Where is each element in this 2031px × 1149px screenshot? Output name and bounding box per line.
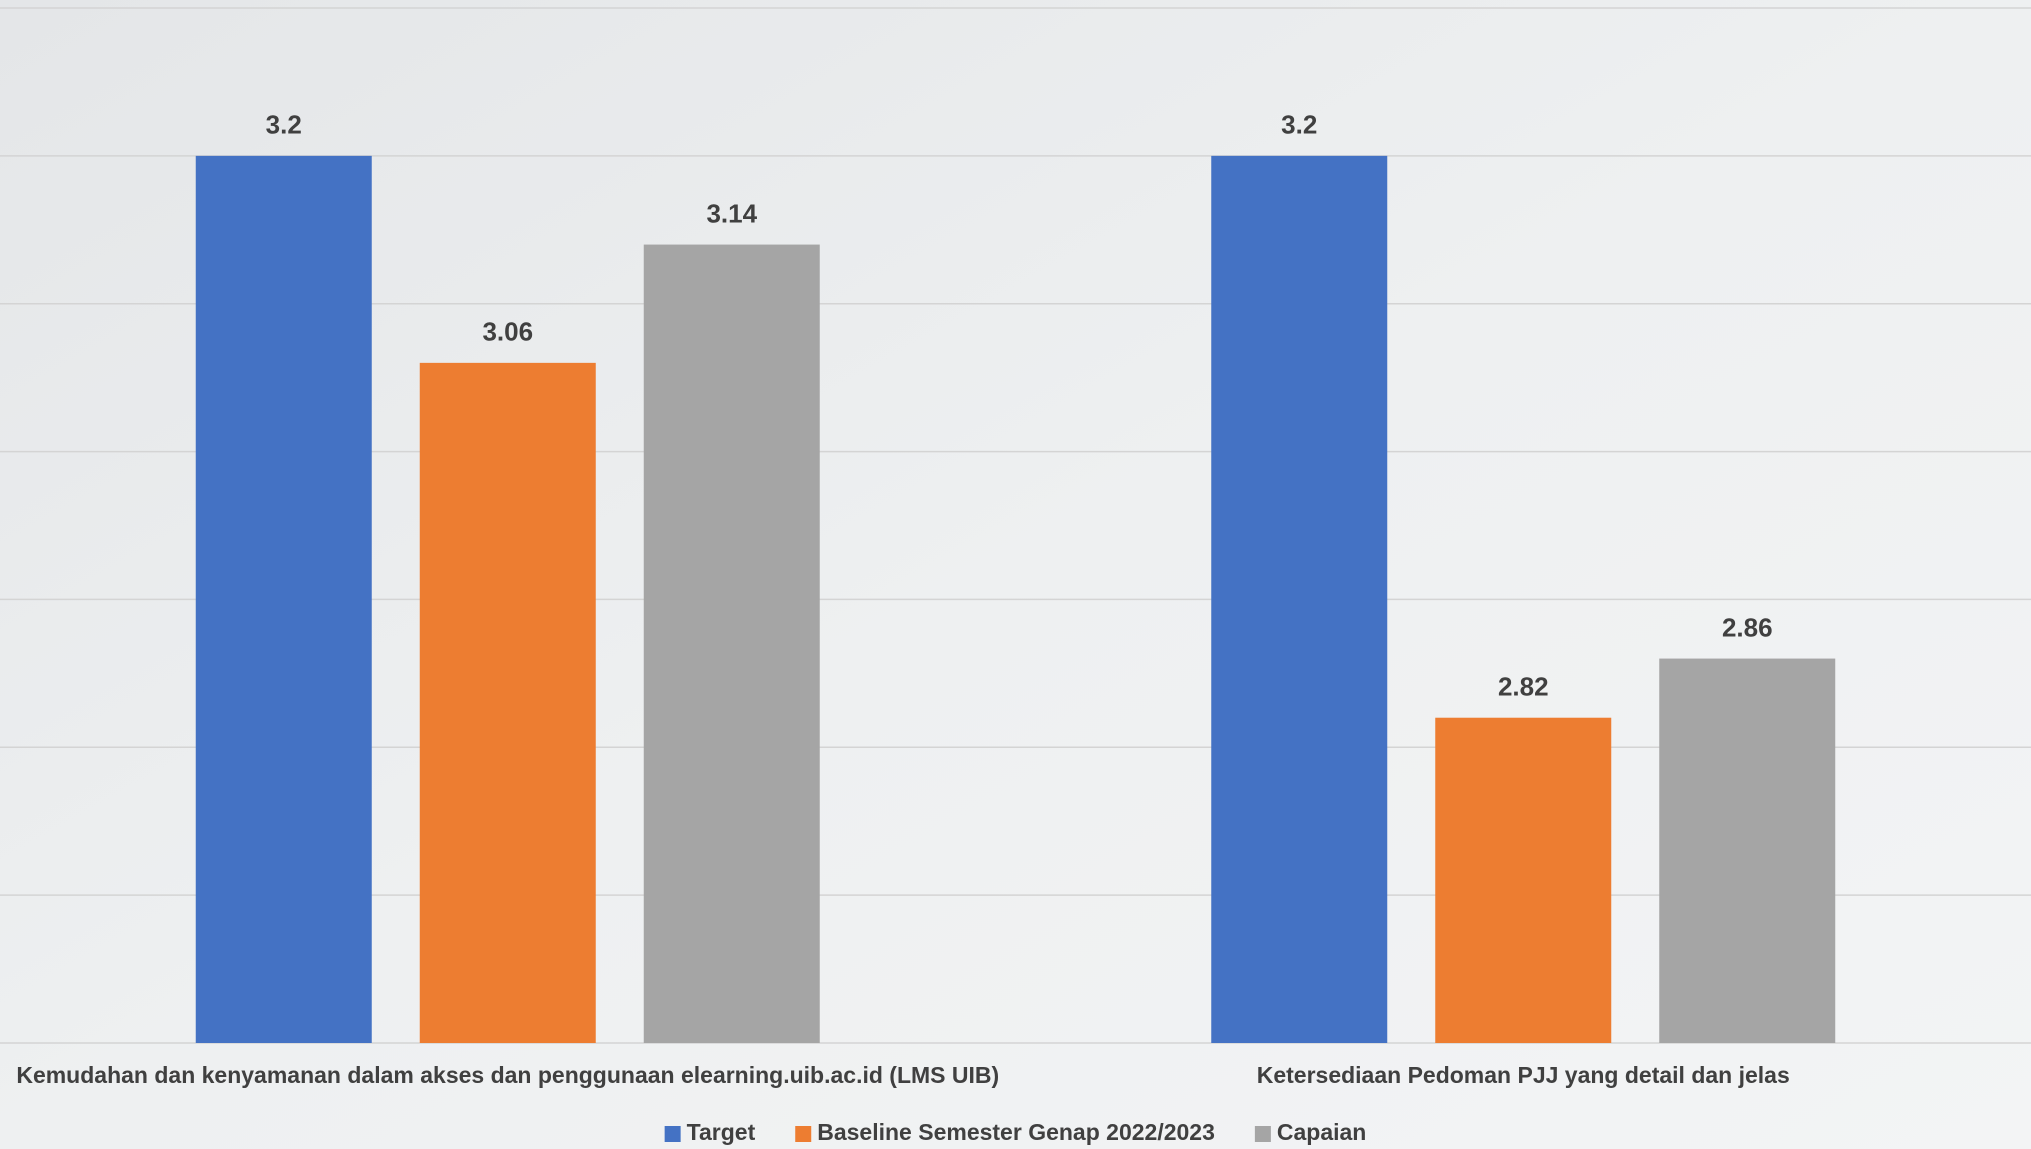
- data-label: 3.2: [266, 110, 302, 140]
- legend-label: Baseline Semester Genap 2022/2023: [817, 1119, 1215, 1145]
- bar: [644, 245, 820, 1043]
- data-label: 3.06: [482, 317, 533, 347]
- legend-swatch: [1255, 1126, 1271, 1142]
- bar: [1659, 659, 1835, 1043]
- bar: [1435, 718, 1611, 1043]
- data-label: 2.86: [1722, 612, 1773, 642]
- bar: [1211, 156, 1387, 1043]
- x-tick-label: Ketersediaan Pedoman PJJ yang detail dan…: [1257, 1062, 1790, 1088]
- legend-swatch: [795, 1126, 811, 1142]
- chart: Kemudahan dan kenyamanan dalam akses dan…: [0, 0, 2031, 1149]
- legend-swatch: [665, 1126, 681, 1142]
- data-label: 2.82: [1498, 672, 1549, 702]
- bar: [420, 363, 596, 1043]
- data-label: 3.2: [1281, 110, 1317, 140]
- data-label: 3.14: [706, 198, 757, 228]
- legend-label: Capaian: [1277, 1119, 1366, 1145]
- x-tick-label: Kemudahan dan kenyamanan dalam akses dan…: [16, 1062, 999, 1088]
- legend-label: Target: [687, 1119, 756, 1145]
- bar: [196, 156, 372, 1043]
